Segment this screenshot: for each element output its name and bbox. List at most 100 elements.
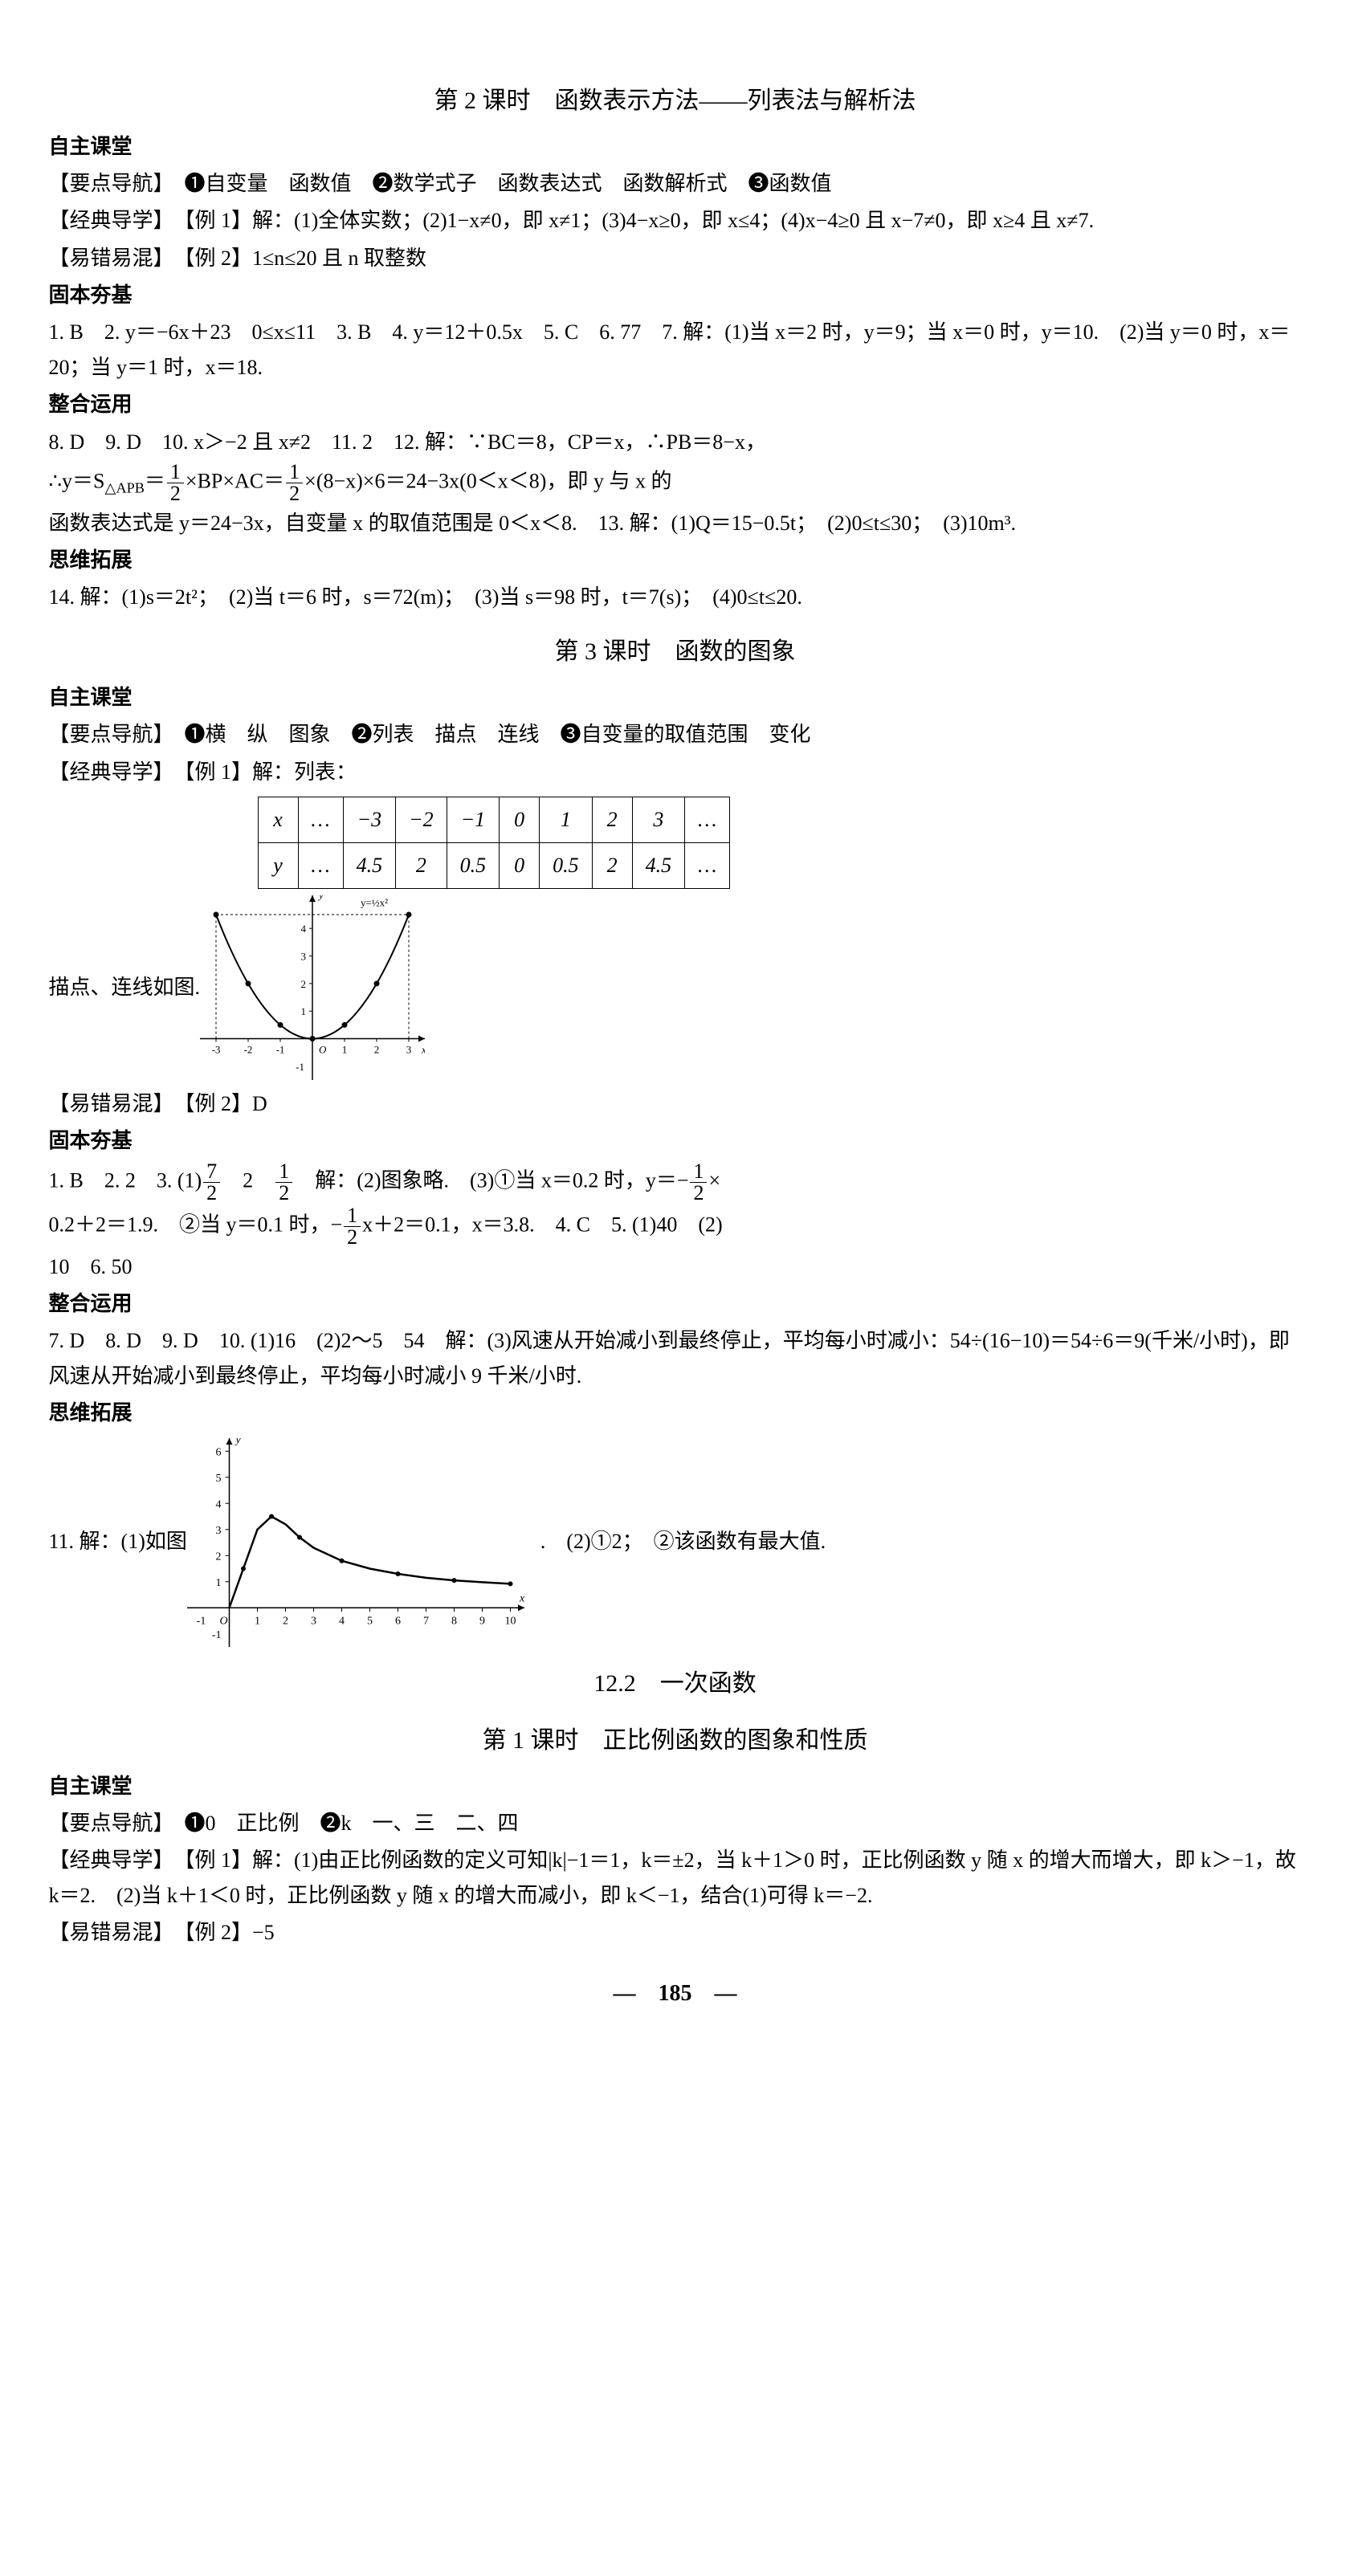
cell: 4.5 <box>343 843 396 889</box>
think-right: . (2)①2； ②该函数有最大值. <box>540 1524 826 1559</box>
svg-text:y=½x²: y=½x² <box>361 897 388 909</box>
int2-sub: △APB <box>105 479 145 495</box>
svg-text:4: 4 <box>215 1498 221 1510</box>
svg-text:y: y <box>317 895 324 901</box>
svg-text:x: x <box>519 1592 524 1604</box>
svg-text:1: 1 <box>301 1005 307 1017</box>
cell: 2 <box>396 843 447 889</box>
svg-text:-1: -1 <box>296 1061 304 1073</box>
curve-row: 11. 解：(1)如图 12345678910123456-1-1Oyx . (… <box>49 1438 1302 1647</box>
f1-tail: × <box>708 1168 720 1192</box>
table-row: y … 4.5 2 0.5 0 0.5 2 4.5 … <box>258 843 730 889</box>
svg-text:-3: -3 <box>212 1044 221 1056</box>
section-12-2-heading: 12.2 一次函数 <box>49 1663 1302 1704</box>
svg-text:7: 7 <box>423 1615 429 1627</box>
svg-text:9: 9 <box>479 1615 485 1627</box>
lesson2-integrate1: 8. D 9. D 10. x＞−2 且 x≠2 11. 2 12. 解：∵BC… <box>49 425 1302 460</box>
lesson3-foundation1: 1. B 2. 2 3. (1)72 2 12 解：(2)图象略. (3)①当 … <box>49 1161 1302 1204</box>
int2-tail: ×(8−x)×6＝24−3x(0＜x＜8)，即 y 与 x 的 <box>304 469 671 492</box>
lesson2-integrate3: 函数表达式是 y＝24−3x，自变量 x 的取值范围是 0＜x＜8. 13. 解… <box>49 506 1302 541</box>
lesson2-example1: 【经典导学】 【例 1】解：(1)全体实数；(2)1−x≠0，即 x≠1；(3)… <box>49 203 1302 238</box>
svg-text:2: 2 <box>301 978 307 990</box>
lesson3-foundation-h: 固本夯基 <box>49 1123 1302 1159</box>
cell: 0 <box>500 797 540 842</box>
parabola-row: 描点、连线如图. -3-2-11231234-1Oyxy=½x² <box>49 895 1302 1080</box>
cell: 3 <box>632 797 685 842</box>
cell: −1 <box>447 797 500 842</box>
value-table: x … −3 −2 −1 0 1 2 3 … y … 4.5 2 0.5 0 0… <box>258 797 731 889</box>
svg-text:3: 3 <box>215 1524 221 1536</box>
svg-text:x: x <box>421 1044 425 1056</box>
svg-text:1: 1 <box>215 1576 221 1588</box>
lesson3-title: 第 3 课时 函数的图象 <box>49 631 1302 672</box>
cell: 0 <box>500 843 540 889</box>
cell: … <box>685 843 730 889</box>
s122-guide1: 【要点导航】 ❶0 正比例 ❷k 一、三 二、四 <box>49 1806 1302 1841</box>
lesson2-guide1: 【要点导航】 ❶自变量 函数值 ❷数学式子 函数表达式 函数解析式 ❸函数值 <box>49 166 1302 202</box>
lesson3-guide1: 【要点导航】 ❶横 纵 图象 ❷列表 描点 连线 ❸自变量的取值范围 变化 <box>49 717 1302 752</box>
lesson2-title: 第 2 课时 函数表示方法——列表法与解析法 <box>49 80 1302 121</box>
f1-pre: 1. B 2. 2 3. (1) <box>49 1168 202 1192</box>
svg-text:4: 4 <box>301 923 307 935</box>
svg-text:2: 2 <box>283 1615 288 1627</box>
frac-1-2a: 12 <box>275 1161 292 1204</box>
lesson3-selfclass: 自主课堂 <box>49 680 1302 715</box>
frac-7-2: 72 <box>203 1161 220 1204</box>
lesson3-foundation3: 10 6. 50 <box>49 1249 1302 1285</box>
cell: −2 <box>396 797 447 842</box>
page-num-val: 185 <box>659 1981 692 2006</box>
lesson3-integrate: 7. D 8. D 9. D 10. (1)16 (2)2～5 54 解：(3)… <box>49 1323 1302 1394</box>
svg-text:4: 4 <box>339 1615 345 1627</box>
table-row: x … −3 −2 −1 0 1 2 3 … <box>258 797 730 842</box>
lesson3-example2: 【易错易混】 【例 2】D <box>49 1086 1302 1122</box>
foundation-header: 固本夯基 <box>49 278 1302 313</box>
svg-text:1: 1 <box>342 1044 348 1056</box>
lesson2-example2: 【易错易混】 【例 2】1≤n≤20 且 n 取整数 <box>49 241 1302 276</box>
svg-text:-1: -1 <box>276 1044 285 1056</box>
svg-text:10: 10 <box>504 1615 516 1627</box>
s122-example2: 【易错易混】 【例 2】−5 <box>49 1915 1302 1950</box>
svg-text:3: 3 <box>406 1044 412 1056</box>
svg-text:-1: -1 <box>212 1628 222 1641</box>
svg-text:2: 2 <box>374 1044 380 1056</box>
page-number: — 185 — <box>49 1975 1302 2013</box>
section-12-2-sub: 第 1 课时 正比例函数的图象和性质 <box>49 1720 1302 1761</box>
svg-text:6: 6 <box>395 1615 401 1627</box>
cell: 4.5 <box>632 843 685 889</box>
svg-text:-1: -1 <box>197 1615 206 1627</box>
plot-label: 描点、连线如图. <box>49 970 201 1005</box>
int2-mid: ＝ <box>145 469 165 492</box>
lesson2-foundation: 1. B 2. y＝−6x＋23 0≤x≤11 3. B 4. y＝12＋0.5… <box>49 315 1302 385</box>
svg-text:3: 3 <box>311 1615 316 1627</box>
cell: −3 <box>343 797 396 842</box>
cell: 1 <box>540 797 593 842</box>
cell: … <box>298 797 343 842</box>
f2-post: x＋2＝0.1，x＝3.8. 4. C 5. (1)40 (2) <box>362 1213 722 1236</box>
cell: 2 <box>592 843 632 889</box>
svg-text:O: O <box>219 1615 227 1627</box>
parabola-graph: -3-2-11231234-1Oyxy=½x² <box>200 895 425 1080</box>
lesson2-integrate2: ∴y＝S△APB＝12×BP×AC＝12×(8−x)×6＝24−3x(0＜x＜8… <box>49 462 1302 504</box>
frac-1-2b: 12 <box>690 1161 707 1204</box>
cell: … <box>685 797 730 842</box>
f2-pre: 0.2＋2＝1.9. ②当 y＝0.1 时，− <box>49 1213 343 1236</box>
svg-text:O: O <box>319 1044 327 1056</box>
s122-example1: 【经典导学】 【例 1】解：(1)由正比例函数的定义可知|k|−1＝1，k＝±2… <box>49 1843 1302 1914</box>
cell: … <box>298 843 343 889</box>
cell: y <box>258 843 298 889</box>
lesson3-integrate-h: 整合运用 <box>49 1286 1302 1322</box>
cell: x <box>258 797 298 842</box>
curve-graph: 12345678910123456-1-1Oyx <box>187 1438 524 1647</box>
frac-1-2c: 12 <box>344 1205 361 1248</box>
svg-text:5: 5 <box>215 1472 221 1484</box>
cell: 2 <box>592 797 632 842</box>
lesson3-think-h: 思维拓展 <box>49 1396 1302 1431</box>
lesson3-foundation2: 0.2＋2＝1.9. ②当 y＝0.1 时，−12x＋2＝0.1，x＝3.8. … <box>49 1205 1302 1248</box>
integrate-header: 整合运用 <box>49 387 1302 422</box>
f1-mid: 2 <box>222 1168 274 1192</box>
int2-pre: ∴y＝S <box>49 469 105 492</box>
svg-text:-2: -2 <box>244 1044 253 1056</box>
int2-post: ×BP×AC＝ <box>186 469 284 492</box>
think-left: 11. 解：(1)如图 <box>49 1524 187 1559</box>
lesson2-selfclass: 自主课堂 <box>49 129 1302 165</box>
